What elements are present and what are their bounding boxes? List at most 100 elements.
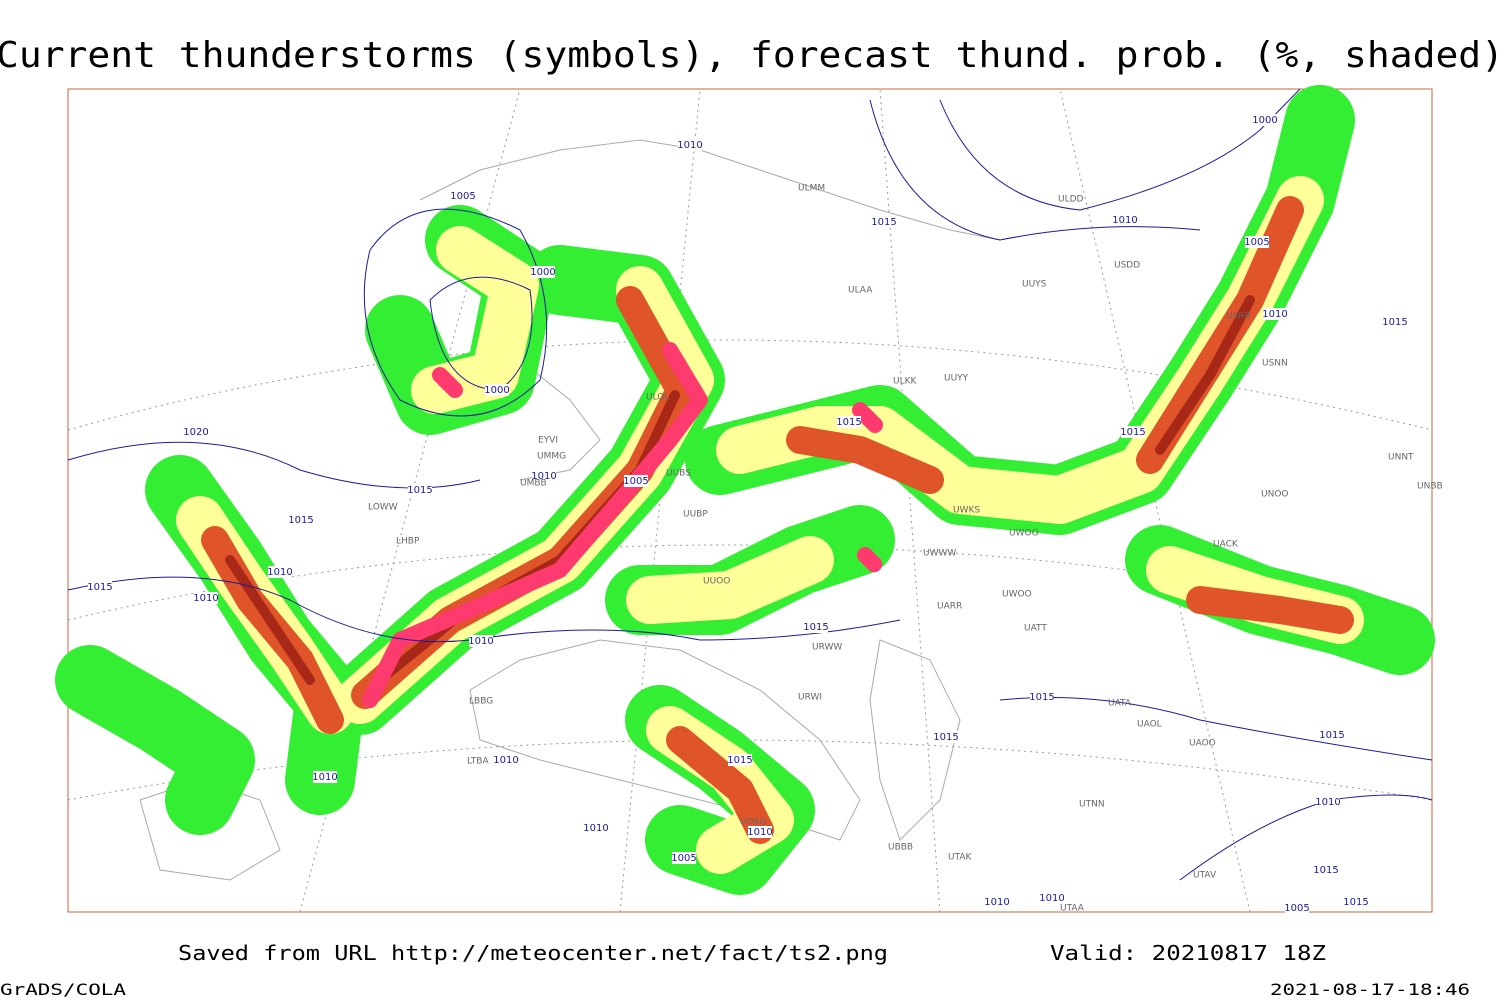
isobar-label: 1015 [1313, 865, 1338, 876]
isobar-label-bg [1320, 729, 1344, 741]
isobar-label-bg [532, 470, 556, 482]
isobar-label-bg [678, 139, 702, 151]
isobar-label-bg [289, 514, 313, 526]
station-code: UDSG [740, 818, 766, 828]
isobar-label-bg [934, 731, 958, 743]
isobar-label-bg [194, 592, 218, 604]
isobar-label-bg [1253, 114, 1277, 126]
software-credit: GrADS/COLA [0, 980, 126, 999]
isobar-label: 1015 [1382, 317, 1407, 328]
isobar-label: 1015 [1319, 730, 1344, 741]
isobar-label-bg [88, 581, 112, 593]
isobar-label: 1015 [1343, 897, 1368, 908]
isobar-label: 1015 [1120, 427, 1145, 438]
station-code: UAOO [1189, 739, 1216, 749]
isobar-label: 1005 [1284, 903, 1309, 914]
station-code: ULDD [1058, 195, 1084, 205]
isobar-label-bg [1245, 236, 1269, 248]
station-code: UWOO [1002, 590, 1032, 600]
station-code: LOWW [368, 503, 398, 513]
isobar-label: 1010 [583, 823, 608, 834]
source-url: Saved from URL http://meteocenter.net/fa… [178, 941, 888, 965]
isobar-label-bg [1030, 691, 1054, 703]
station-code: URWW [812, 643, 842, 653]
isobar-label-bg [872, 216, 896, 228]
isobar-label: 1015 [871, 217, 896, 228]
map-frame [55, 85, 1435, 913]
isobar-label-bg [837, 416, 861, 428]
isobar-label: 1010 [468, 636, 493, 647]
probability-shading [55, 85, 1435, 895]
isobar-label-bg [1344, 896, 1368, 908]
isobar-label: 1015 [727, 755, 752, 766]
station-code: USRR [1226, 312, 1251, 322]
station-code: UNOO [1261, 490, 1289, 500]
isobar-label-bg [313, 771, 337, 783]
isobar-label: 1010 [984, 897, 1009, 908]
isobar-labels: 1010 1005 1015 1000 1010 1000 1005 1010 1015 1000… [87, 114, 1408, 914]
isobar-label: 1015 [1029, 692, 1054, 703]
station-code: UUYS [1022, 280, 1047, 290]
station-code: UNBB [1417, 482, 1443, 492]
isobar-label-bg [1314, 864, 1338, 876]
station-code: USNN [1262, 359, 1288, 369]
station-code: UARR [937, 602, 962, 612]
isobar-label: 1015 [87, 582, 112, 593]
station-code: ULOL [646, 393, 669, 403]
isobar-label-bg [672, 852, 696, 864]
station-code: URWI [798, 693, 822, 703]
isobar-label: 1005 [671, 853, 696, 864]
station-code: USDD [1114, 261, 1140, 271]
map-title: Current thunderstorms (symbols), forecas… [0, 35, 1500, 76]
station-code: UWWW [923, 549, 956, 559]
isobar-label-bg [1316, 796, 1340, 808]
isobar-label-bg [1285, 902, 1309, 914]
station-code: ULMM [798, 184, 825, 194]
station-code: UAOL [1137, 720, 1162, 730]
isobar-label-bg [1040, 892, 1064, 904]
isobar-label: 1015 [836, 417, 861, 428]
isobar-label: 1000 [1252, 115, 1277, 126]
thunderstorm-symbols [362, 342, 883, 708]
render-timestamp: 2021-08-17-18:46 [1270, 980, 1470, 999]
isobar-label-bg [494, 754, 518, 766]
isobar-label: 1015 [803, 622, 828, 633]
isobar-label: 1000 [484, 385, 509, 396]
isobar-label-bg [1121, 426, 1145, 438]
isobar-label-bg [584, 822, 608, 834]
isobar-label: 1020 [183, 427, 208, 438]
station-code: ULAA [848, 286, 873, 296]
isobar-label-bg [469, 635, 493, 647]
isobar-label-bg [184, 426, 208, 438]
isobar-label: 1015 [288, 515, 313, 526]
isobar-label-bg [728, 754, 752, 766]
isobar-label-bg [451, 190, 475, 202]
station-code: UUYY [944, 374, 969, 384]
isobar-label: 1015 [407, 485, 432, 496]
isobar-label: 1010 [1315, 797, 1340, 808]
station-code: UTAA [1060, 904, 1085, 914]
isobar-label-bg [268, 566, 292, 578]
station-code: UUBS [666, 469, 691, 479]
station-labels: ULMM ULDD USDD UUYS ULAA USRR USNN ULKK UUYY ULOL… [368, 184, 1443, 914]
station-code: UUBP [683, 510, 708, 520]
valid-time: Valid: 20210817 18Z [1050, 941, 1326, 965]
station-code: UBBB [888, 843, 913, 853]
isobar-label: 1010 [747, 827, 772, 838]
station-code: LBBG [469, 697, 493, 707]
isobar-label: 1015 [933, 732, 958, 743]
isobar-label-bg [485, 384, 509, 396]
station-code: UWOO [1009, 529, 1039, 539]
station-code: UATA [1108, 699, 1132, 709]
isobar-label-bg [985, 896, 1009, 908]
station-code: UATT [1024, 624, 1047, 634]
isobar-label: 1010 [531, 471, 556, 482]
station-code: ULKK [893, 377, 918, 387]
station-code: EYVI [538, 436, 558, 446]
station-code: UTNN [1079, 800, 1105, 810]
isobar-label: 1010 [677, 140, 702, 151]
isobar-label: 1005 [1244, 237, 1269, 248]
station-code: UNNT [1388, 453, 1414, 463]
isobar-label-bg [804, 621, 828, 633]
